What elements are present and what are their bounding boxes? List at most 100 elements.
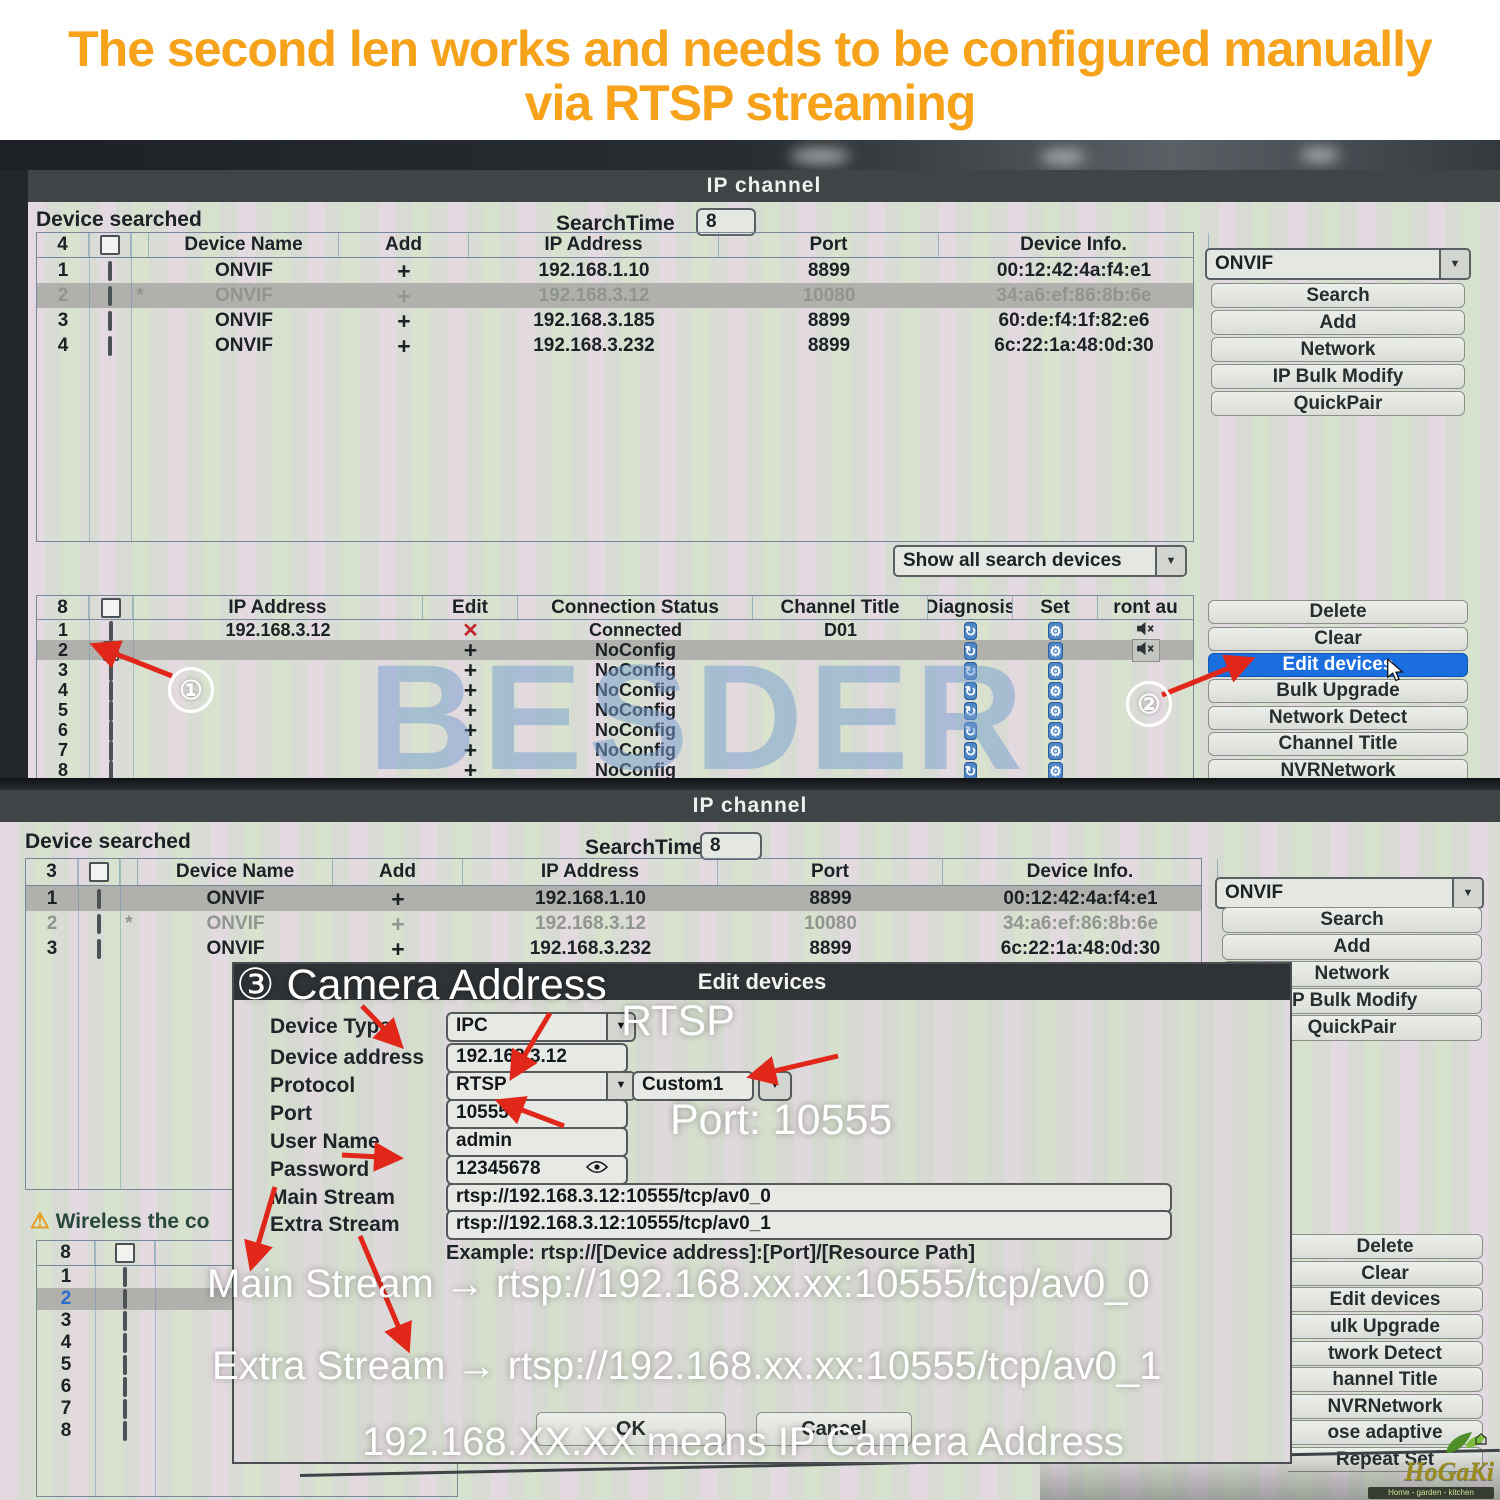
- add-device-button[interactable]: +: [391, 939, 405, 958]
- eye-icon[interactable]: [585, 1160, 609, 1179]
- channel-row[interactable]: 7: [37, 1398, 457, 1420]
- add-device-button[interactable]: +: [391, 914, 405, 933]
- chevron-down-icon[interactable]: ▼: [1452, 879, 1482, 907]
- delete-button[interactable]: Delete: [1288, 1234, 1483, 1259]
- row-checkbox[interactable]: [89, 310, 131, 332]
- row-checkbox-checked[interactable]: ✓: [103, 640, 119, 661]
- quickpair-button[interactable]: QuickPair: [1211, 391, 1465, 416]
- channel-row[interactable]: 5: [37, 1354, 457, 1376]
- set-gear-icon[interactable]: ⚙: [1048, 701, 1063, 720]
- edit-add-icon[interactable]: +: [463, 661, 478, 679]
- add-button[interactable]: Add: [1222, 934, 1482, 960]
- channel-row[interactable]: 8: [37, 1420, 457, 1442]
- set-gear-icon[interactable]: ⚙: [1048, 721, 1063, 740]
- channel-title-button[interactable]: Channel Title: [1208, 732, 1468, 756]
- edit-fail-icon[interactable]: ✕: [462, 619, 479, 642]
- mute-icon[interactable]: [1098, 620, 1193, 641]
- select-all-checkbox[interactable]: [89, 233, 131, 257]
- checkbox[interactable]: [99, 235, 120, 255]
- channel-row[interactable]: 4 + NoConfig ↻ ⚙: [37, 680, 1193, 701]
- table-row[interactable]: 4 ONVIF + 192.168.3.232 8899 6c:22:1a:48…: [37, 333, 1193, 358]
- add-device-button[interactable]: +: [397, 311, 411, 330]
- main-stream-input[interactable]: rtsp://192.168.3.12:10555/tcp/av0_0: [446, 1183, 1172, 1213]
- set-gear-icon[interactable]: ⚙: [1048, 761, 1063, 778]
- select-all-checkbox[interactable]: [95, 1241, 155, 1265]
- diagnosis-icon[interactable]: ↻: [963, 741, 978, 760]
- mute-icon[interactable]: [1131, 638, 1160, 662]
- port-input[interactable]: 10555: [446, 1099, 628, 1129]
- row-checkbox[interactable]: [95, 1266, 155, 1288]
- ip-bulk-modify-button[interactable]: IP Bulk Modify: [1211, 364, 1465, 389]
- table-row-selected[interactable]: 2 * ONVIF + 192.168.3.12 10080 34:a6:ef:…: [37, 283, 1193, 308]
- nvr-network-button[interactable]: NVRNetwork: [1208, 759, 1468, 778]
- row-checkbox[interactable]: [89, 680, 133, 701]
- set-gear-icon[interactable]: ⚙: [1048, 621, 1063, 640]
- extra-stream-input[interactable]: rtsp://192.168.3.12:10555/tcp/av0_1: [446, 1210, 1172, 1240]
- row-checkbox[interactable]: [89, 760, 133, 778]
- nvr-network-button[interactable]: NVRNetwork: [1288, 1394, 1483, 1419]
- table-row[interactable]: 3 ONVIF + 192.168.3.185 8899 60:de:f4:1f…: [37, 308, 1193, 333]
- diagnosis-icon[interactable]: ↻: [963, 621, 978, 640]
- select-all-checkbox[interactable]: [78, 859, 120, 885]
- network-detect-button[interactable]: twork Detect: [1288, 1341, 1483, 1366]
- close-adaptive-button[interactable]: ose adaptive: [1288, 1420, 1483, 1445]
- channel-row[interactable]: 3: [37, 1310, 457, 1332]
- set-gear-icon[interactable]: ⚙: [1048, 681, 1063, 700]
- chevron-down-icon[interactable]: ▼: [1439, 250, 1469, 278]
- row-checkbox[interactable]: [89, 660, 133, 681]
- row-checkbox[interactable]: [89, 285, 131, 307]
- table-row[interactable]: 3 ONVIF + 192.168.3.232 8899 6c:22:1a:48…: [26, 936, 1201, 961]
- channel-row[interactable]: 7 + NoConfig ↻ ⚙: [37, 740, 1193, 761]
- row-checkbox[interactable]: [95, 1398, 155, 1420]
- add-device-button[interactable]: +: [397, 336, 411, 355]
- set-gear-icon[interactable]: ⚙: [1048, 661, 1063, 680]
- searchtime-input[interactable]: 8: [696, 208, 756, 236]
- chevron-down-icon[interactable]: ▼: [606, 1014, 634, 1040]
- searchtime-input[interactable]: 8: [700, 832, 762, 860]
- row-checkbox[interactable]: [89, 335, 131, 357]
- add-device-button[interactable]: +: [397, 261, 411, 280]
- chevron-down-icon[interactable]: ▼: [606, 1073, 634, 1099]
- select-all-checkbox[interactable]: [89, 596, 133, 619]
- channel-title-button[interactable]: hannel Title: [1288, 1367, 1483, 1392]
- table-row[interactable]: 2 * ONVIF + 192.168.3.12 10080 34:a6:ef:…: [26, 911, 1201, 936]
- edit-add-icon[interactable]: +: [463, 701, 478, 719]
- row-checkbox[interactable]: [95, 1288, 155, 1310]
- channel-row[interactable]: 6: [37, 1376, 457, 1398]
- channel-row[interactable]: 1 192.168.3.12 ✕ Connected D01 ↻ ⚙: [37, 619, 1193, 642]
- bulk-upgrade-button[interactable]: Bulk Upgrade: [1208, 679, 1468, 703]
- network-detect-button[interactable]: Network Detect: [1208, 706, 1468, 730]
- channel-row[interactable]: 4: [37, 1332, 457, 1354]
- row-checkbox[interactable]: [95, 1354, 155, 1376]
- edit-devices-button[interactable]: Edit devices: [1208, 653, 1468, 677]
- edit-add-icon[interactable]: +: [463, 681, 478, 699]
- diagnosis-icon[interactable]: ↻: [963, 721, 978, 740]
- protocol-select[interactable]: ONVIF ▼: [1205, 248, 1471, 280]
- row-checkbox[interactable]: [95, 1332, 155, 1354]
- row-checkbox[interactable]: [89, 720, 133, 741]
- row-checkbox[interactable]: [89, 620, 133, 641]
- device-type-select[interactable]: IPC ▼: [446, 1012, 636, 1042]
- show-all-search-devices-select[interactable]: Show all search devices ▼: [893, 545, 1187, 577]
- custom-protocol-select[interactable]: Custom1: [632, 1071, 754, 1101]
- diagnosis-icon[interactable]: ↻: [963, 701, 978, 720]
- device-address-input[interactable]: 192.168.3.12: [446, 1043, 628, 1073]
- channel-row[interactable]: 8 + NoConfig ↻ ⚙: [37, 760, 1193, 778]
- delete-button[interactable]: Delete: [1208, 600, 1468, 624]
- set-gear-icon[interactable]: ⚙: [1048, 641, 1063, 660]
- clear-button[interactable]: Clear: [1208, 627, 1468, 651]
- add-device-button[interactable]: +: [397, 286, 411, 305]
- add-button[interactable]: Add: [1211, 310, 1465, 335]
- diagnosis-icon[interactable]: ↻: [963, 661, 978, 680]
- username-input[interactable]: admin: [446, 1127, 628, 1157]
- row-checkbox[interactable]: [78, 938, 120, 960]
- set-gear-icon[interactable]: ⚙: [1048, 741, 1063, 760]
- protocol-select[interactable]: ONVIF ▼: [1215, 877, 1484, 909]
- edit-add-icon[interactable]: +: [463, 761, 478, 778]
- channel-row-selected[interactable]: 2 ✓ + NoConfig ↻ ⚙: [37, 638, 1193, 662]
- edit-add-icon[interactable]: +: [463, 641, 478, 659]
- search-button[interactable]: Search: [1211, 283, 1465, 308]
- diagnosis-icon[interactable]: ↻: [963, 761, 978, 778]
- add-device-button[interactable]: +: [391, 889, 405, 908]
- diagnosis-icon[interactable]: ↻: [963, 681, 978, 700]
